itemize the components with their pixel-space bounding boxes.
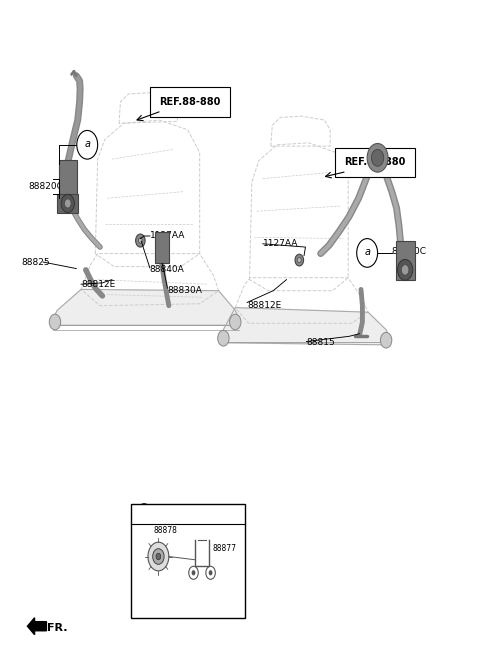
Text: 88878: 88878 <box>154 526 178 535</box>
Text: a: a <box>84 139 90 149</box>
Circle shape <box>381 332 392 348</box>
Circle shape <box>298 258 301 263</box>
Polygon shape <box>27 618 47 635</box>
Text: 88825: 88825 <box>22 258 50 267</box>
Circle shape <box>156 553 161 560</box>
Text: 88840A: 88840A <box>150 265 185 275</box>
Text: a: a <box>364 247 370 258</box>
Circle shape <box>192 570 195 576</box>
Circle shape <box>153 549 164 564</box>
Circle shape <box>218 330 229 346</box>
Bar <box>59 160 77 198</box>
Circle shape <box>136 234 145 247</box>
Circle shape <box>49 314 60 330</box>
Text: a: a <box>142 509 147 518</box>
Text: 88812E: 88812E <box>81 280 115 288</box>
Circle shape <box>397 260 413 281</box>
Circle shape <box>401 265 409 275</box>
Text: 1127AA: 1127AA <box>150 231 185 240</box>
Circle shape <box>64 199 71 208</box>
Circle shape <box>367 143 388 172</box>
Circle shape <box>77 131 97 159</box>
Text: 1127AA: 1127AA <box>263 239 298 248</box>
Circle shape <box>357 238 378 267</box>
Circle shape <box>137 504 152 524</box>
Circle shape <box>209 570 213 576</box>
Circle shape <box>229 314 241 330</box>
Text: 88820C: 88820C <box>29 182 64 191</box>
Bar <box>396 240 415 280</box>
Text: FR.: FR. <box>48 623 68 633</box>
Text: 88877: 88877 <box>213 543 237 553</box>
Text: 88812E: 88812E <box>247 300 281 309</box>
Text: 88815: 88815 <box>306 338 335 348</box>
Polygon shape <box>221 307 389 345</box>
Circle shape <box>148 542 169 571</box>
Circle shape <box>295 254 303 266</box>
Bar <box>131 505 245 618</box>
Text: REF.88-880: REF.88-880 <box>159 97 221 107</box>
Circle shape <box>138 238 142 243</box>
Circle shape <box>372 149 384 166</box>
Text: REF.88-880: REF.88-880 <box>344 158 406 168</box>
Bar <box>57 194 78 213</box>
Circle shape <box>61 194 74 213</box>
Bar <box>155 232 169 263</box>
Text: 88810C: 88810C <box>392 247 427 256</box>
Text: 88830A: 88830A <box>168 286 202 295</box>
Polygon shape <box>53 290 239 325</box>
